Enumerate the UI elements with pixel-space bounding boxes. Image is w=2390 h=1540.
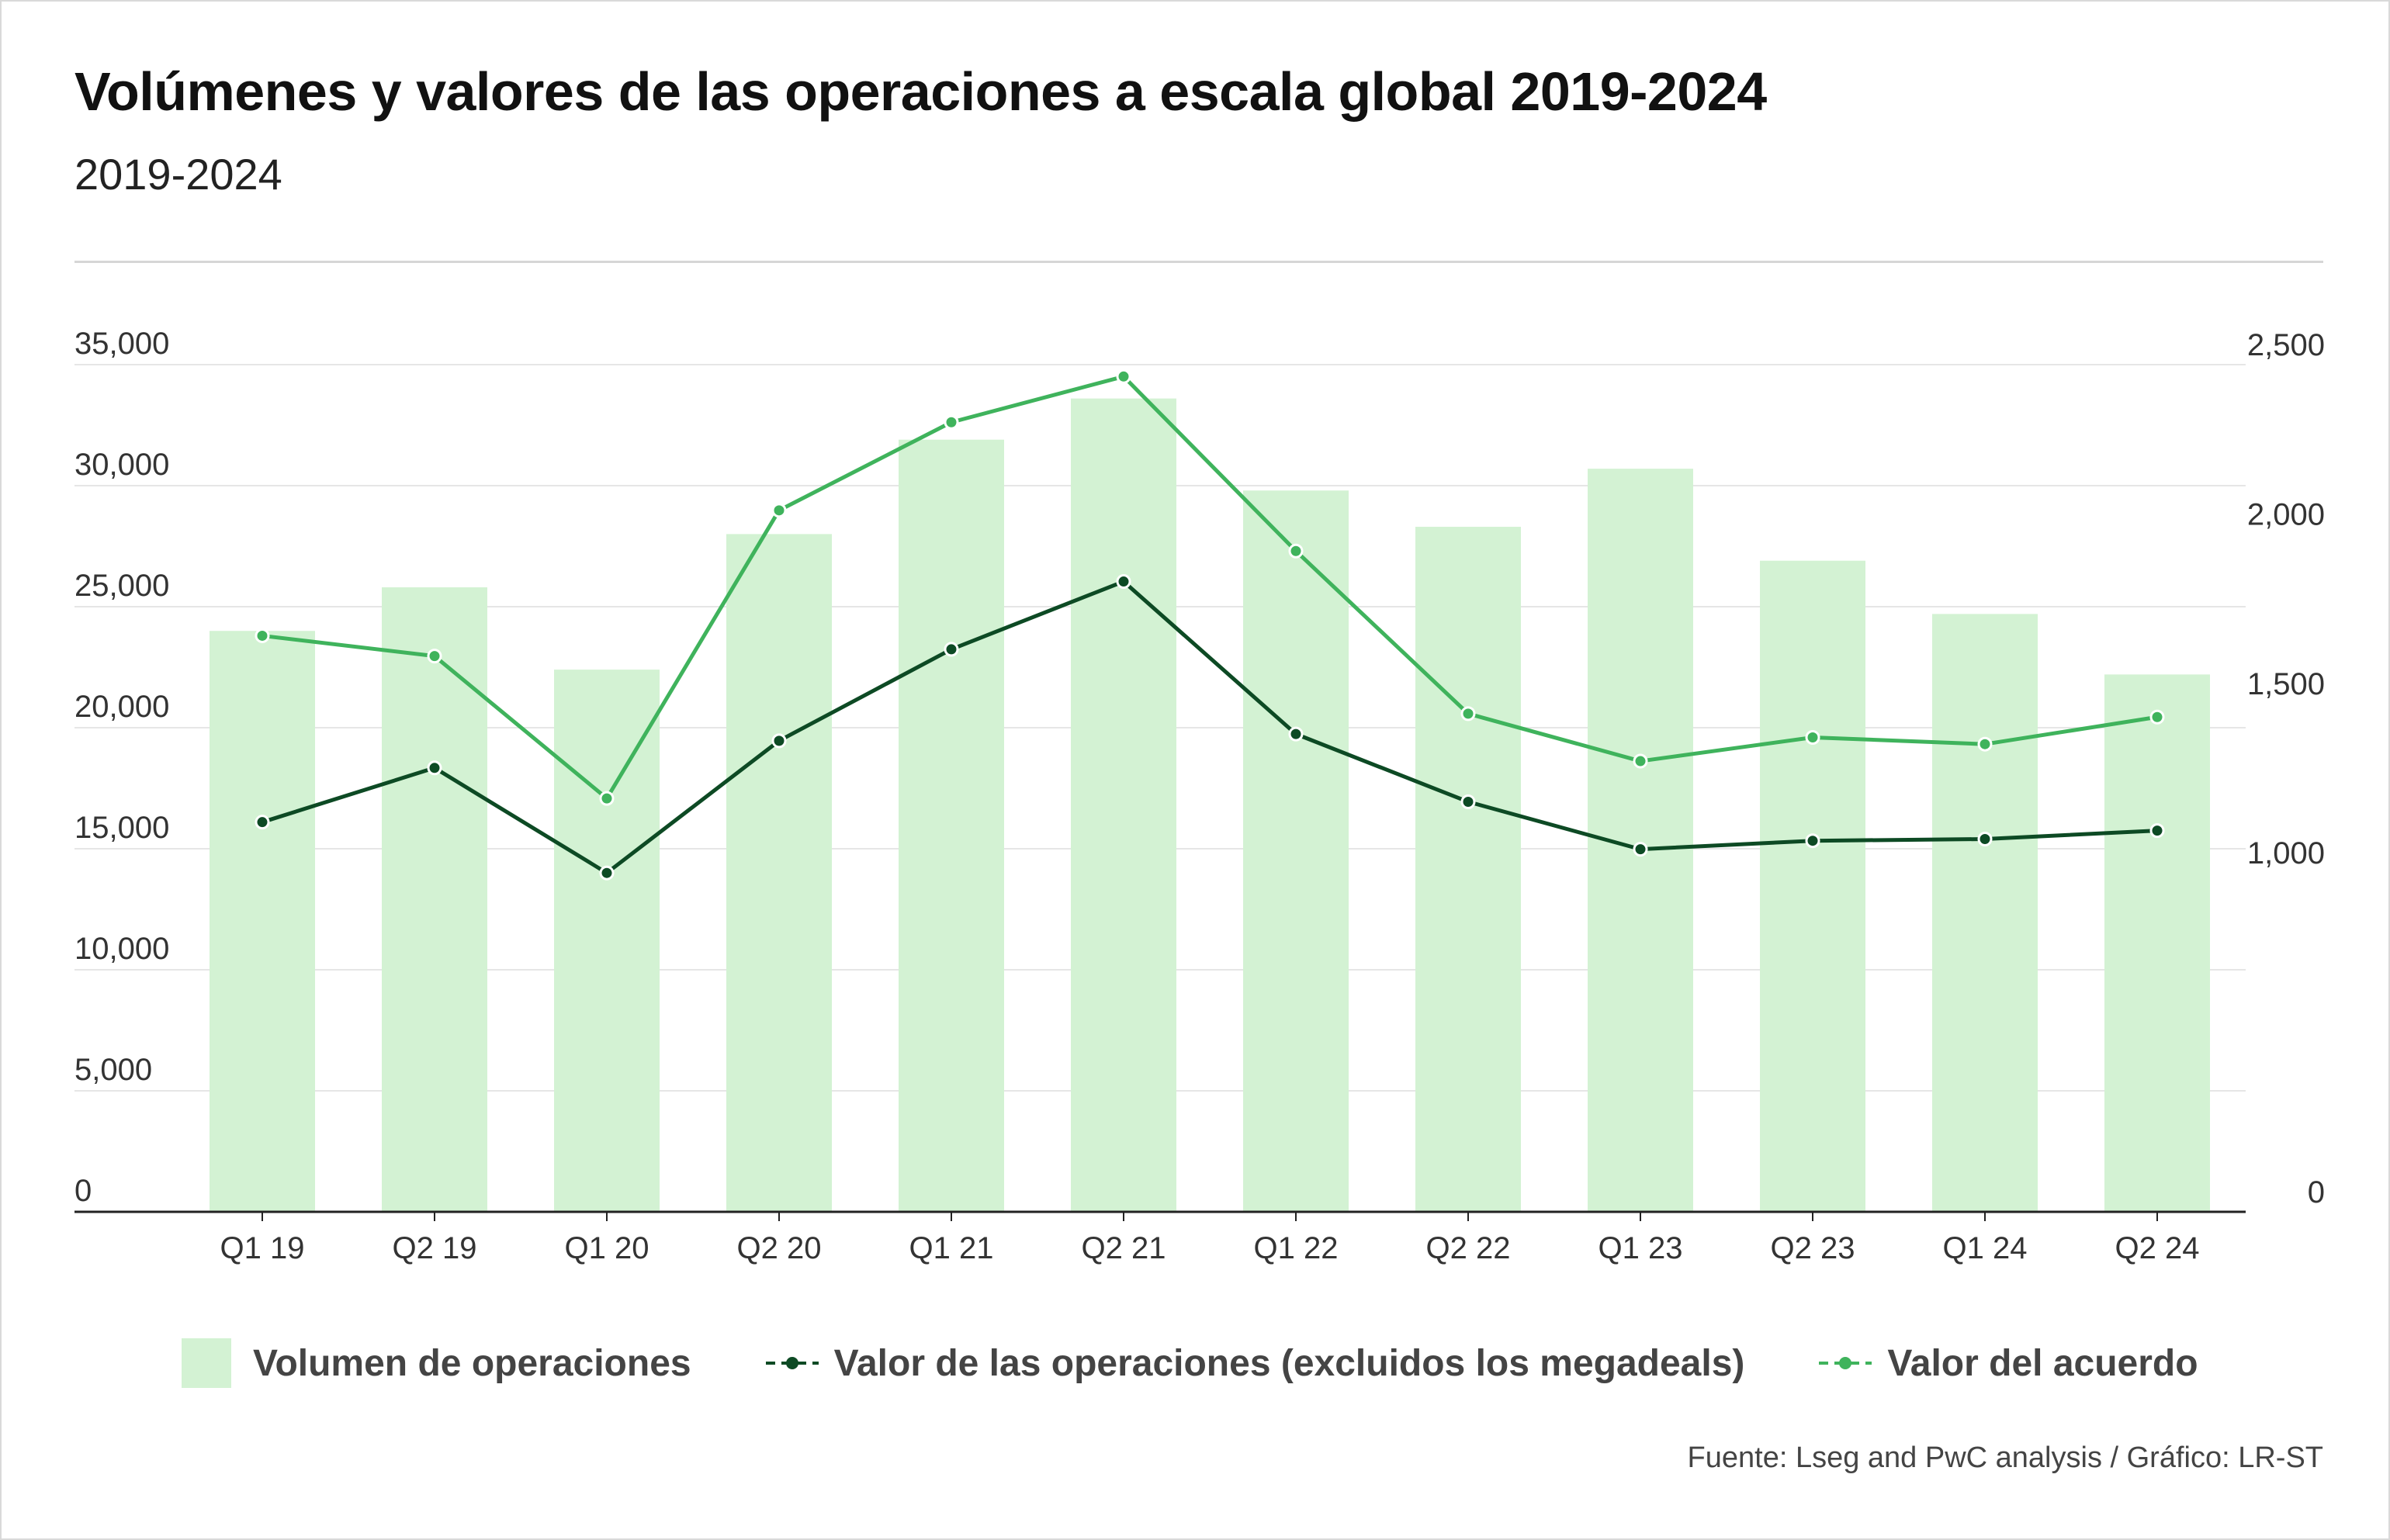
deal-value-point bbox=[1288, 543, 1304, 559]
right-tick-label: 0 bbox=[2308, 1175, 2325, 1210]
x-tick-label: Q2 23 bbox=[1771, 1231, 1855, 1265]
bar bbox=[1243, 490, 1349, 1212]
left-tick-label: 15,000 bbox=[74, 811, 169, 845]
bar bbox=[2104, 674, 2210, 1212]
x-tick-label: Q1 22 bbox=[1254, 1231, 1339, 1265]
legend-dark-line-swatch bbox=[765, 1357, 819, 1369]
deal-value-point bbox=[2149, 709, 2165, 725]
bar bbox=[1415, 527, 1521, 1212]
value-excl-megadeals-point bbox=[1805, 833, 1820, 849]
bar bbox=[1071, 398, 1176, 1213]
deal-value-point bbox=[1633, 753, 1648, 769]
right-tick-label: 2,500 bbox=[2247, 328, 2325, 362]
bar bbox=[554, 670, 660, 1212]
legend-label-deal-value: Valor del acuerdo bbox=[1887, 1342, 2198, 1384]
x-tick-label: Q1 21 bbox=[909, 1231, 994, 1265]
deal-value-point bbox=[255, 628, 270, 643]
deal-value-point bbox=[944, 414, 959, 430]
legend-label-volume: Volumen de operaciones bbox=[253, 1342, 691, 1384]
deal-value-line bbox=[262, 374, 2158, 801]
x-tick-label: Q2 22 bbox=[1426, 1231, 1511, 1265]
chart-subtitle: 2019-2024 bbox=[74, 150, 282, 199]
value-excl-megadeals-point bbox=[944, 642, 959, 657]
value-excl-megadeals-point bbox=[2149, 823, 2165, 839]
bar bbox=[1932, 614, 2038, 1212]
bar bbox=[726, 534, 832, 1212]
left-tick-label: 25,000 bbox=[74, 569, 169, 603]
left-tick-label: 35,000 bbox=[74, 327, 169, 361]
value-excl-megadeals-point bbox=[1460, 794, 1476, 809]
x-tick-label: Q2 19 bbox=[393, 1231, 477, 1265]
value-excl-megadeals-point bbox=[1633, 842, 1648, 857]
source-note: Fuente: Lseg and PwC analysis / Gráfico:… bbox=[1687, 1441, 2323, 1474]
deal-value-point bbox=[427, 649, 442, 664]
legend-item-value-excl: Valor de las operaciones (excluidos los … bbox=[765, 1342, 1745, 1385]
value-excl-megadeals-point bbox=[255, 815, 270, 830]
x-tick-label: Q2 24 bbox=[2115, 1231, 2200, 1265]
x-tick-label: Q1 20 bbox=[565, 1231, 649, 1265]
value-excl-megadeals-line bbox=[262, 580, 2158, 875]
value-excl-megadeals-point bbox=[1288, 726, 1304, 742]
x-tick-label: Q2 20 bbox=[737, 1231, 822, 1265]
legend-item-volume: Volumen de operaciones bbox=[182, 1338, 691, 1388]
chart-title: Volúmenes y valores de las operaciones a… bbox=[74, 61, 1767, 122]
header-divider bbox=[74, 261, 2323, 263]
bar bbox=[1760, 560, 1865, 1212]
left-tick-label: 5,000 bbox=[74, 1053, 152, 1087]
left-tick-label: 30,000 bbox=[74, 448, 169, 482]
value-excl-megadeals-point bbox=[599, 865, 615, 881]
right-tick-label: 1,500 bbox=[2247, 667, 2325, 701]
x-tick-label: Q2 21 bbox=[1082, 1231, 1166, 1265]
chart-area: 0 5,000 10,000 15,000 20,000 25,000 30,000 35,0… bbox=[74, 327, 2325, 1265]
legend-item-deal-value: Valor del acuerdo bbox=[1819, 1342, 2198, 1385]
line-series bbox=[255, 369, 2165, 881]
left-tick-label: 20,000 bbox=[74, 690, 169, 724]
x-tick-label: Q1 19 bbox=[220, 1231, 305, 1265]
right-tick-label: 2,000 bbox=[2247, 497, 2325, 531]
legend-light-line-swatch bbox=[1819, 1357, 1872, 1369]
legend-bar-swatch bbox=[182, 1338, 231, 1388]
deal-value-point bbox=[599, 791, 615, 806]
value-excl-megadeals-point bbox=[427, 760, 442, 776]
x-tick-label: Q1 23 bbox=[1599, 1231, 1683, 1265]
deal-value-point bbox=[771, 503, 787, 518]
left-tick-label: 10,000 bbox=[74, 932, 169, 966]
bar bbox=[899, 439, 1004, 1212]
left-tick-label: 0 bbox=[74, 1174, 92, 1208]
tick-labels: 0 5,000 10,000 15,000 20,000 25,000 30,000 35,0… bbox=[74, 327, 2325, 1265]
deal-value-point bbox=[1116, 369, 1131, 384]
bar-series bbox=[210, 398, 2210, 1213]
legend-label-value-excl: Valor de las operaciones (excluidos los … bbox=[833, 1342, 1745, 1384]
value-excl-megadeals-point bbox=[771, 733, 787, 749]
bar bbox=[210, 631, 315, 1212]
x-tick-label: Q1 24 bbox=[1943, 1231, 2028, 1265]
legend: Volumen de operaciones Valor de las oper… bbox=[182, 1336, 2273, 1390]
value-excl-megadeals-point bbox=[1977, 832, 1993, 847]
bar bbox=[382, 587, 487, 1212]
right-tick-label: 1,000 bbox=[2247, 836, 2325, 870]
deal-value-point bbox=[1460, 706, 1476, 722]
value-excl-megadeals-point bbox=[1116, 574, 1131, 590]
axes bbox=[74, 1210, 2246, 1221]
deal-value-point bbox=[1805, 729, 1820, 745]
deal-value-point bbox=[1977, 736, 1993, 752]
